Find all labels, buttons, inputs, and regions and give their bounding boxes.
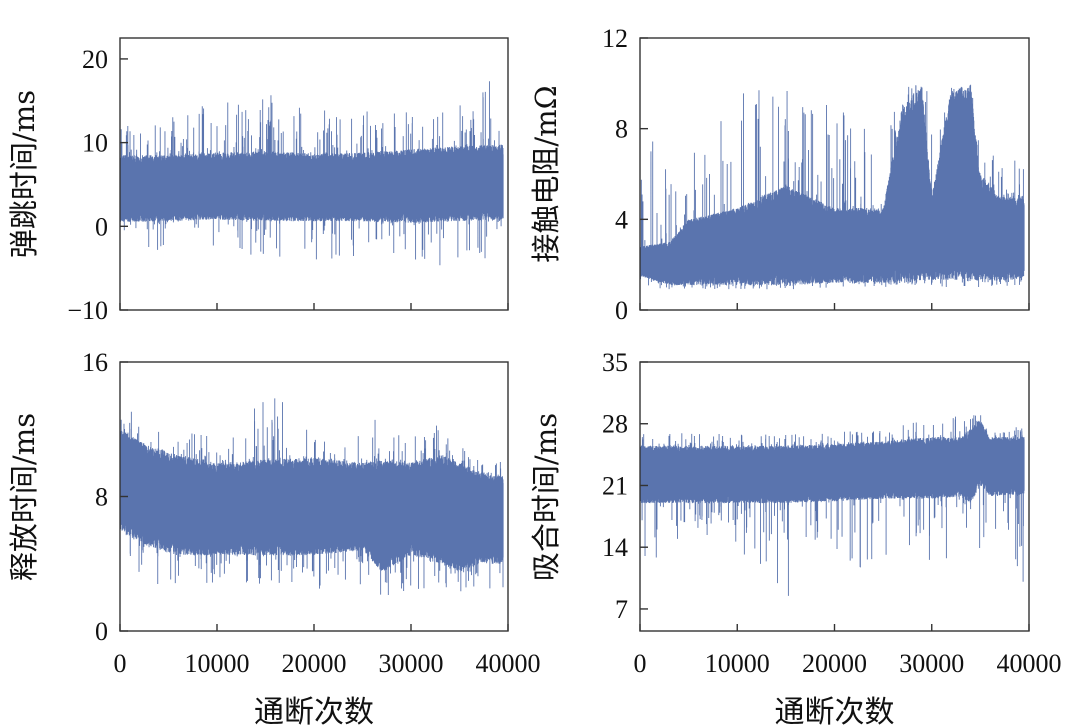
x-tick-label: 40000 [997, 649, 1062, 678]
panel-contact-resistance: 0 4 8 12 接触电阻/mΩ [529, 24, 1030, 325]
x-tick-label: 0 [634, 649, 647, 678]
panel-release-time: 0 8 16 0 10000 20000 30000 40000 释放时间/ms 通断次数 [7, 348, 541, 728]
series-line [120, 398, 504, 595]
x-tick-label: 30000 [899, 649, 964, 678]
y-tick-label: 7 [615, 595, 628, 624]
y-tick-label: 8 [95, 483, 108, 512]
series-bounce [120, 81, 504, 266]
series-line [640, 84, 1025, 290]
y-tick-label: 28 [602, 410, 628, 439]
series-pullin [640, 415, 1025, 596]
y-tick-label: 12 [602, 24, 628, 53]
y-tick-label: 16 [82, 348, 108, 377]
series-resistance [640, 84, 1025, 290]
series-line [120, 81, 504, 266]
y-axis-label: 接触电阻/mΩ [529, 85, 563, 262]
y-tick-label: 8 [615, 115, 628, 144]
y-tick-label: 0 [615, 296, 628, 325]
x-tick-label: 30000 [379, 649, 444, 678]
y-tick-label: 14 [602, 533, 628, 562]
x-tick-label: 40000 [476, 649, 541, 678]
y-tick-label: 0 [95, 212, 108, 241]
y-tick-label: 21 [602, 471, 628, 500]
y-tick-label: 0 [95, 617, 108, 646]
x-tick-label: 20000 [802, 649, 867, 678]
x-axis-label: 通断次数 [254, 695, 374, 728]
series-release [120, 398, 504, 595]
x-tick-label: 0 [114, 649, 127, 678]
y-axis-label: 吸合时间/ms [529, 413, 563, 581]
y-tick-label: 4 [615, 205, 628, 234]
y-tick-label: 10 [82, 129, 108, 158]
y-axis-label: 弹跳时间/ms [7, 90, 41, 258]
series-line [640, 415, 1025, 596]
y-tick-label: −10 [67, 296, 108, 325]
x-tick-label: 10000 [705, 649, 770, 678]
panel-bounce-time: −10 0 10 20 弹跳时间/ms [7, 37, 509, 325]
x-tick-label: 20000 [282, 649, 347, 678]
panel-pull-in-time: 7 14 21 28 35 0 10000 20000 30000 40000 吸合时间/ms 通断次… [529, 348, 1062, 728]
x-tick-label: 10000 [185, 649, 250, 678]
x-axis-label: 通断次数 [775, 695, 895, 728]
y-axis-label: 释放时间/ms [7, 413, 41, 581]
y-tick-label: 20 [82, 45, 108, 74]
y-tick-label: 35 [602, 348, 628, 377]
